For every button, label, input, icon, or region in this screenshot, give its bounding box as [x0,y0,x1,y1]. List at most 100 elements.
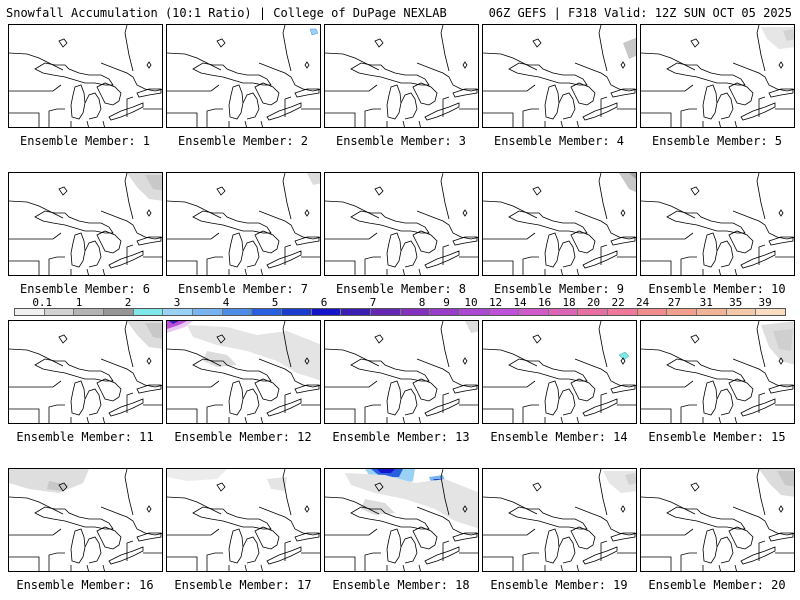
legend-label: 24 [635,296,650,309]
legend-swatch [311,309,342,315]
legend-swatch [15,309,45,315]
snowfall-map-2 [167,25,320,127]
snowfall-map-4 [483,25,636,127]
ensemble-map-2 [166,24,321,128]
legend-label: 9 [443,296,450,309]
snowfall-map-19 [483,469,636,571]
ensemble-map-18 [324,468,479,572]
legend-swatch [192,309,223,315]
ensemble-member-label: Ensemble Member: 7 [177,282,309,296]
ensemble-map-14 [482,320,637,424]
legend-label: 7 [369,296,377,309]
snowfall-map-13 [325,321,478,423]
legend-swatch [489,309,520,315]
ensemble-map-3 [324,24,479,128]
legend-label: 18 [562,296,576,309]
legend-swatch [667,309,698,315]
ensemble-member-label: Ensemble Member: 15 [648,430,786,444]
legend-label: 6 [320,296,328,309]
legend-label: 12 [488,296,503,309]
legend-swatch [74,309,104,315]
legend-swatch [430,309,460,315]
snowfall-map-3 [325,25,478,127]
snowfall-map-1 [9,25,162,127]
ensemble-member-label: Ensemble Member: 6 [19,282,151,296]
snowfall-map-15 [641,321,794,423]
model-run-info: 06Z GEFS | F318 Valid: 12Z SUN OCT 05 20… [488,6,792,20]
legend-swatch [222,309,253,315]
legend-swatch [756,309,786,315]
ensemble-map-15 [640,320,795,424]
ensemble-member-label: Ensemble Member: 5 [651,134,783,148]
ensemble-map-6 [8,172,163,276]
legend-swatch [519,309,549,315]
ensemble-member-label: Ensemble Member: 4 [493,134,625,148]
ensemble-map-5 [640,24,795,128]
ensemble-member-label: Ensemble Member: 19 [490,578,628,592]
ensemble-map-20 [640,468,795,572]
ensemble-member-label: Ensemble Member: 2 [177,134,309,148]
legend-label: 39 [758,296,772,309]
snowfall-map-9 [483,173,636,275]
legend-label: 35 [729,296,743,309]
ensemble-map-12 [166,320,321,424]
legend-swatch [548,309,579,315]
ensemble-map-16 [8,468,163,572]
ensemble-member-label: Ensemble Member: 16 [16,578,154,592]
legend-label: 4 [222,296,230,309]
ensemble-map-9 [482,172,637,276]
chart-title: Snowfall Accumulation (10:1 Ratio) | Col… [6,6,447,20]
ensemble-member-label: Ensemble Member: 20 [648,578,786,592]
snowfall-color-legend [14,308,786,316]
legend-swatch [133,309,164,315]
legend-swatch [281,309,312,315]
snowfall-map-18 [325,469,478,571]
snowfall-map-10 [641,173,794,275]
legend-label: 14 [513,296,527,309]
ensemble-map-1 [8,24,163,128]
snowfall-map-6 [9,173,162,275]
legend-label: 10 [464,296,478,309]
ensemble-map-17 [166,468,321,572]
snowfall-map-8 [325,173,478,275]
snowfall-map-5 [641,25,794,127]
snowfall-map-17 [167,469,320,571]
ensemble-map-8 [324,172,479,276]
snowfall-map-11 [9,321,162,423]
ensemble-map-19 [482,468,637,572]
legend-label: 20 [586,296,601,309]
legend-swatch [578,309,609,315]
ensemble-map-4 [482,24,637,128]
snowfall-map-7 [167,173,320,275]
ensemble-map-7 [166,172,321,276]
legend-label: 31 [699,296,713,309]
ensemble-map-11 [8,320,163,424]
legend-label: 3 [173,296,181,309]
legend-swatch [103,309,134,315]
ensemble-member-label: Ensemble Member: 9 [493,282,625,296]
legend-label: 27 [667,296,682,309]
legend-label: 2 [124,296,132,309]
legend-label: 0.1 [32,296,53,309]
legend-swatch [459,309,490,315]
snowfall-map-16 [9,469,162,571]
legend-label: 16 [537,296,552,309]
ensemble-member-label: Ensemble Member: 18 [332,578,470,592]
ensemble-map-10 [640,172,795,276]
ensemble-member-label: Ensemble Member: 1 [19,134,151,148]
legend-swatch [400,309,431,315]
legend-label: 22 [611,296,625,309]
legend-swatch [341,309,371,315]
ensemble-member-label: Ensemble Member: 8 [335,282,467,296]
snowfall-map-14 [483,321,636,423]
ensemble-member-label: Ensemble Member: 17 [174,578,312,592]
snowfall-map-12 [167,321,320,423]
legend-swatch [44,309,75,315]
legend-swatch [163,309,193,315]
ensemble-member-label: Ensemble Member: 11 [16,430,154,444]
legend-label: 5 [271,296,279,309]
snowfall-map-20 [641,469,794,571]
ensemble-member-label: Ensemble Member: 10 [648,282,786,296]
legend-label: 8 [418,296,426,309]
legend-swatch [370,309,401,315]
